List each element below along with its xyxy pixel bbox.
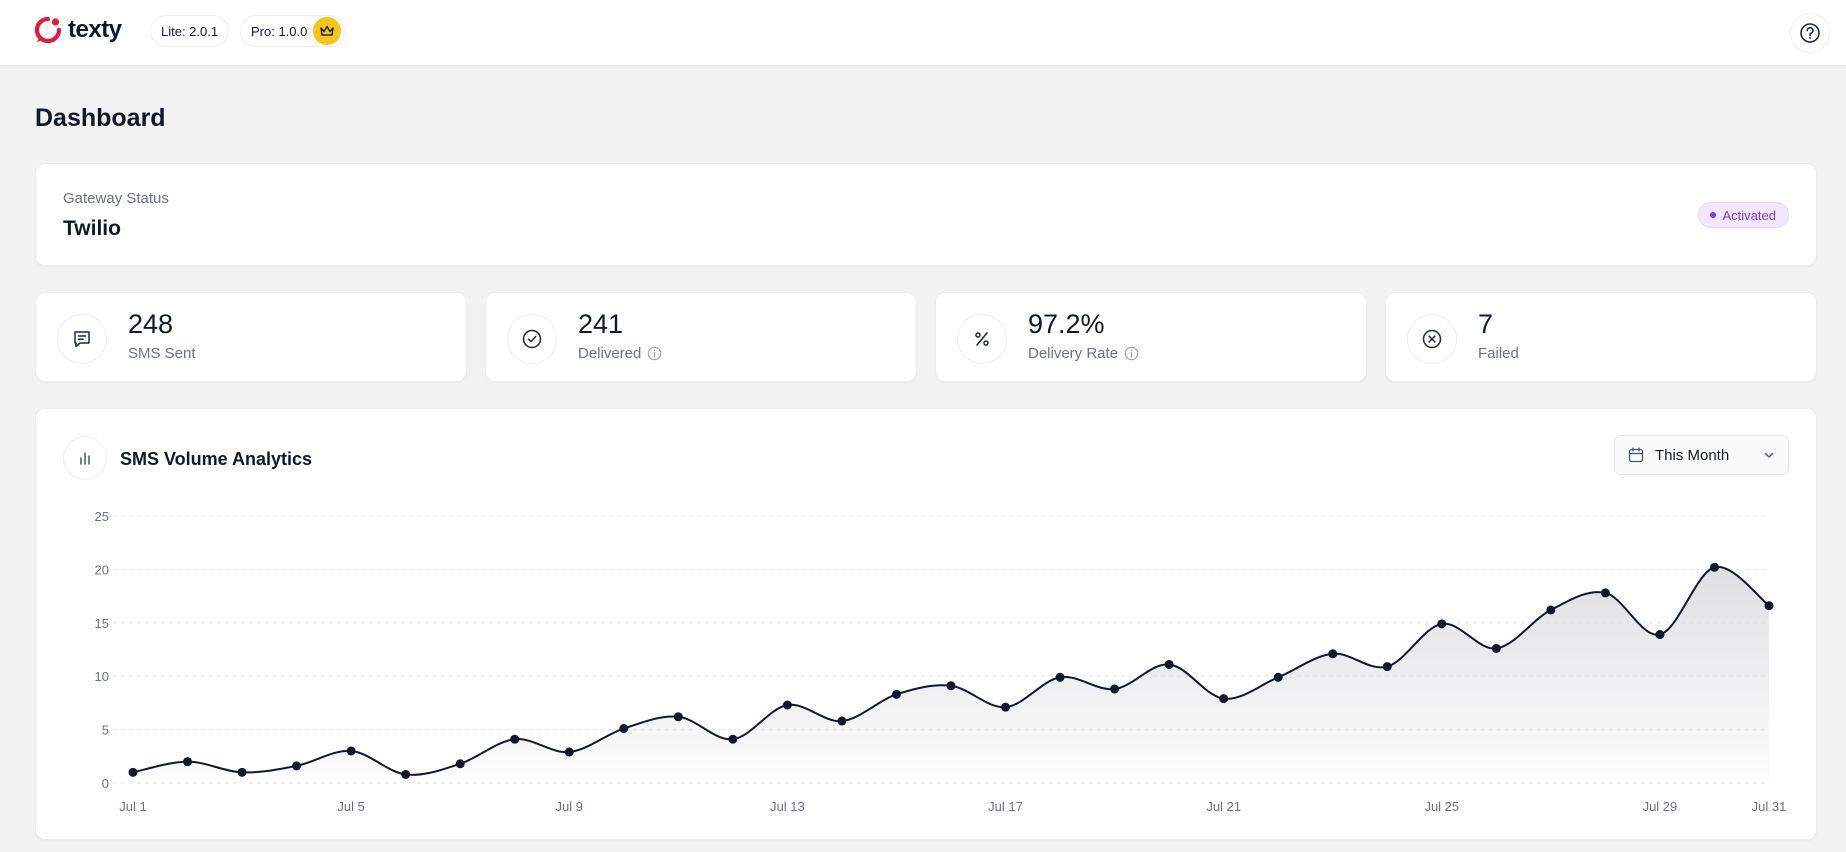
data-point bbox=[455, 759, 465, 769]
data-point bbox=[183, 757, 193, 767]
stat-card-sms-sent: 248 SMS Sent bbox=[35, 292, 467, 382]
top-bar: texty Lite: 2.0.1 Pro: 1.0.0 bbox=[0, 0, 1846, 66]
data-point bbox=[510, 734, 520, 744]
pro-version-label: Pro: 1.0.0 bbox=[251, 23, 308, 39]
stat-card-delivered: 241 Delivered bbox=[485, 292, 917, 382]
crown-icon bbox=[313, 17, 342, 45]
calendar-icon bbox=[1628, 447, 1644, 463]
pro-version-badge: Pro: 1.0.0 bbox=[240, 15, 346, 47]
x-tick-label: Jul 31 bbox=[1752, 799, 1787, 814]
failed-value: 7 bbox=[1478, 309, 1494, 339]
percent-icon bbox=[957, 314, 1007, 364]
lite-version-label: Lite: 2.0.1 bbox=[161, 23, 219, 39]
delivery-rate-label-row: Delivery Rate bbox=[1028, 345, 1139, 362]
data-point bbox=[1764, 601, 1774, 611]
sms-sent-label: SMS Sent bbox=[128, 345, 196, 362]
data-point bbox=[1655, 630, 1665, 640]
data-point bbox=[619, 724, 629, 734]
series-area bbox=[133, 566, 1769, 783]
delivery-rate-label: Delivery Rate bbox=[1028, 345, 1119, 362]
gateway-status-text: Activated bbox=[1722, 207, 1776, 223]
data-point bbox=[837, 716, 847, 726]
y-tick-label: 5 bbox=[102, 723, 109, 738]
sms-volume-chart: 0 5 10 15 20 25 Jul 1 Jul 5 Jul 9 Jul 13 Jul 17 Jul… bbox=[95, 509, 1787, 814]
chart-title: SMS Volume Analytics bbox=[120, 449, 313, 469]
texty-logo-icon bbox=[34, 16, 62, 44]
data-point bbox=[1273, 672, 1283, 682]
x-tick-label: Jul 17 bbox=[988, 799, 1023, 814]
series-line bbox=[132, 566, 1770, 776]
x-circle-icon bbox=[1407, 314, 1457, 364]
stat-card-delivery-rate: 97.2% Delivery Rate bbox=[935, 292, 1367, 382]
data-point bbox=[346, 746, 356, 756]
delivered-label-row: Delivered bbox=[578, 345, 662, 362]
data-point bbox=[782, 700, 792, 710]
data-point bbox=[946, 681, 956, 691]
failed-label: Failed bbox=[1478, 345, 1519, 362]
date-range-select[interactable]: This Month bbox=[1614, 435, 1789, 475]
failed-label-row: Failed bbox=[1478, 345, 1519, 362]
help-button[interactable] bbox=[1790, 13, 1830, 53]
data-point bbox=[1546, 605, 1556, 615]
data-point bbox=[564, 747, 574, 757]
data-point bbox=[1491, 643, 1501, 653]
data-point bbox=[1219, 694, 1229, 704]
y-tick-label: 15 bbox=[95, 616, 109, 631]
sms-sent-label-row: SMS Sent bbox=[128, 345, 196, 362]
x-tick-label: Jul 5 bbox=[337, 799, 364, 814]
data-point bbox=[401, 769, 411, 779]
sms-volume-analytics-card: 0 5 10 15 20 25 Jul 1 Jul 5 Jul 9 Jul 13 Jul 17 Jul… bbox=[35, 408, 1817, 840]
data-point bbox=[891, 689, 901, 699]
delivered-value: 241 bbox=[578, 309, 624, 339]
status-dot-icon bbox=[1709, 212, 1716, 218]
x-tick-label: Jul 9 bbox=[556, 799, 583, 814]
data-point bbox=[728, 734, 738, 744]
data-point bbox=[1001, 702, 1011, 712]
data-point bbox=[1164, 659, 1174, 669]
y-tick-label: 10 bbox=[95, 669, 109, 684]
x-tick-label: Jul 1 bbox=[119, 799, 146, 814]
message-icon bbox=[57, 314, 107, 364]
brand-logo[interactable]: texty bbox=[34, 14, 122, 46]
chevron-down-icon bbox=[1764, 452, 1774, 458]
data-point bbox=[1055, 672, 1065, 682]
gateway-name: Twilio bbox=[63, 217, 121, 240]
delivered-label: Delivered bbox=[578, 345, 642, 362]
gateway-status-badge: Activated bbox=[1697, 202, 1789, 228]
sms-sent-value: 248 bbox=[128, 309, 174, 339]
data-point bbox=[128, 767, 138, 777]
bar-chart-icon bbox=[63, 436, 107, 480]
check-circle-icon bbox=[507, 314, 557, 364]
y-tick-label: 25 bbox=[95, 509, 109, 524]
x-tick-label: Jul 21 bbox=[1206, 799, 1241, 814]
data-point bbox=[292, 761, 302, 771]
lite-version-badge: Lite: 2.0.1 bbox=[150, 15, 230, 47]
page-title: Dashboard bbox=[35, 104, 166, 132]
gateway-status-label: Gateway Status bbox=[63, 190, 169, 207]
stat-card-failed: 7 Failed bbox=[1385, 292, 1817, 382]
data-point bbox=[1600, 588, 1610, 598]
x-tick-label: Jul 25 bbox=[1424, 799, 1459, 814]
brand-name: texty bbox=[68, 16, 122, 43]
y-tick-label: 0 bbox=[102, 776, 109, 791]
info-icon[interactable] bbox=[1124, 346, 1139, 361]
data-point bbox=[1328, 649, 1338, 659]
data-point bbox=[1437, 619, 1447, 629]
x-tick-label: Jul 13 bbox=[770, 799, 805, 814]
help-circle-icon bbox=[1800, 23, 1820, 43]
y-tick-label: 20 bbox=[95, 562, 109, 577]
date-range-value: This Month bbox=[1655, 446, 1730, 464]
data-point bbox=[1382, 662, 1392, 672]
x-tick-label: Jul 29 bbox=[1643, 799, 1678, 814]
data-point bbox=[1709, 562, 1719, 572]
data-point bbox=[1110, 684, 1120, 694]
delivery-rate-value: 97.2% bbox=[1028, 309, 1105, 339]
data-point bbox=[237, 767, 247, 777]
gateway-status-card: Gateway Status Twilio Activated bbox=[35, 163, 1817, 266]
info-icon[interactable] bbox=[647, 346, 662, 361]
data-point bbox=[673, 712, 683, 722]
